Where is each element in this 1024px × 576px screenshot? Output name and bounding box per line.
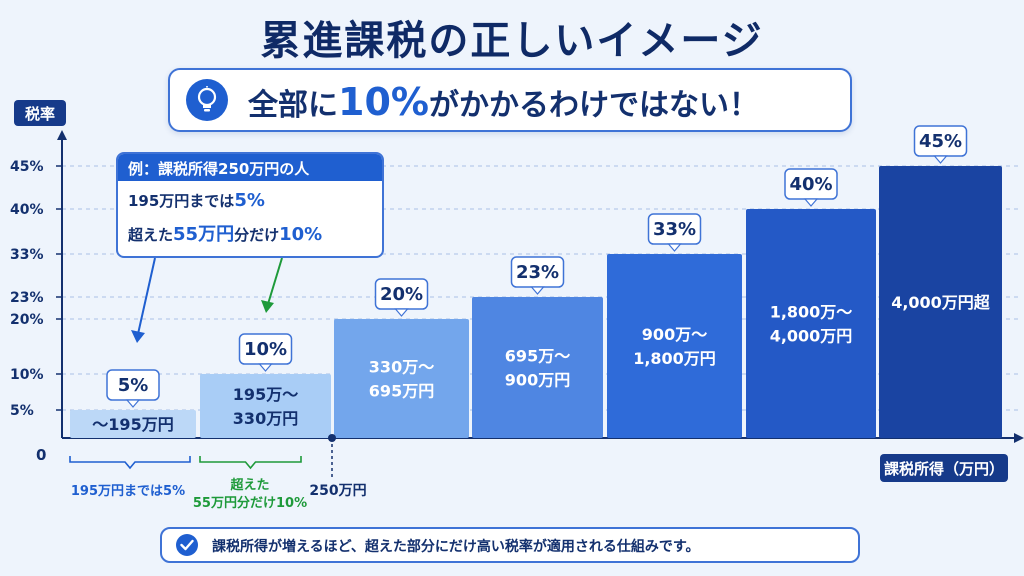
x-axis-title-box	[880, 454, 1008, 482]
bracket-label-2: 55万円分だけ10%	[193, 495, 307, 511]
value-label-pointer	[125, 399, 141, 408]
callout-arrow-green	[267, 257, 283, 305]
value-label-pointer	[667, 243, 682, 252]
bar-category-label: 330万円	[233, 409, 298, 428]
y-axis-title-box	[14, 100, 66, 126]
callout-line2-amount: 55万円	[173, 224, 235, 245]
bar-category-label: 900万円	[505, 371, 570, 390]
bar-category-label: ～195万円	[92, 415, 173, 434]
bar-category-label: 195万～	[233, 385, 298, 404]
range-bracket	[199, 456, 302, 470]
bar-category-label: 900万～	[642, 325, 707, 344]
y-tick-label: 23%	[10, 290, 44, 306]
bar-category-label: 695万～	[505, 347, 570, 366]
bar	[472, 297, 603, 438]
callout-header: 例：課税所得250万円の人	[118, 154, 382, 181]
y-tick-label: 40%	[10, 202, 44, 218]
callout-line1-prefix: 195万円までは	[128, 192, 235, 210]
banner-highlight: 10%	[338, 80, 429, 124]
bar-category-label: 4,000万円超	[891, 293, 991, 312]
bar	[200, 374, 331, 438]
key-message-banner: 全部に10%がかかるわけではない！	[168, 68, 852, 132]
bar	[70, 410, 196, 438]
value-label-pointer	[258, 363, 273, 372]
value-label: 45%	[919, 131, 962, 152]
value-label-pointer	[933, 155, 948, 164]
bar	[607, 254, 742, 438]
callout-arrowhead-green	[261, 300, 274, 313]
banner-text: 全部に10%がかかるわけではない！	[248, 80, 759, 124]
callout-line2-rate: 10%	[279, 224, 323, 245]
value-label: 20%	[380, 284, 423, 305]
footer-note: 課税所得が増えるほど、超えた部分にだけ高い税率が適用される仕組みです。	[160, 527, 860, 563]
bar-category-label: 1,800万～	[770, 303, 853, 322]
y-axis-title: 税率	[25, 105, 55, 123]
check-icon	[176, 534, 198, 556]
callout-line2-mid: 分だけ	[234, 226, 280, 244]
marker-dot	[328, 434, 336, 442]
banner-prefix: 全部に	[248, 88, 338, 123]
bar-category-label: 695万円	[369, 382, 434, 401]
x-axis-title: 課税所得（万円）	[884, 460, 1004, 478]
callout-line2-prefix: 超えた	[128, 226, 174, 244]
x-axis-arrow	[1014, 433, 1024, 443]
bar-category-label: 1,800万円	[633, 349, 716, 368]
value-label-pointer	[803, 198, 819, 207]
y-tick-label: 5%	[10, 403, 34, 419]
callout-line1-rate: 5%	[234, 190, 265, 211]
y-axis-arrow	[57, 130, 67, 140]
bar-category-label: 4,000万円	[770, 327, 853, 346]
banner-suffix: がかかるわけではない！	[428, 88, 759, 123]
value-label-pointer	[530, 286, 545, 295]
marker-label: 250万円	[309, 483, 366, 499]
value-label: 40%	[789, 174, 832, 195]
lightbulb-icon	[186, 79, 228, 121]
bracket-label-2: 超えた	[230, 477, 269, 493]
value-label: 23%	[516, 262, 559, 283]
callout-line-1: 195万円までは5%	[118, 190, 382, 211]
y-tick-label: 10%	[10, 367, 44, 383]
bar-category-label: 330万～	[369, 358, 434, 377]
value-label: 5%	[118, 375, 149, 396]
value-label: 10%	[244, 339, 287, 360]
y-tick-label: 20%	[10, 312, 44, 328]
callout-arrow-blue	[137, 257, 156, 335]
callout-arrowhead-blue	[131, 330, 145, 343]
y-tick-label: 45%	[10, 159, 44, 175]
bracket-label-1: 195万円までは5%	[71, 484, 185, 499]
callout-line-2: 超えた55万円分だけ10%	[118, 220, 382, 246]
example-callout: 例：課税所得250万円の人 195万円までは5% 超えた55万円分だけ10%	[116, 152, 384, 258]
value-label: 33%	[653, 219, 696, 240]
zero-label: 0	[36, 446, 46, 464]
range-bracket	[69, 456, 191, 470]
footer-text: 課税所得が増えるほど、超えた部分にだけ高い税率が適用される仕組みです。	[212, 539, 700, 555]
bar	[879, 166, 1002, 438]
y-tick-label: 33%	[10, 247, 44, 263]
page-title: 累進課税の正しいイメージ	[260, 18, 764, 64]
value-label-pointer	[394, 308, 409, 317]
bar	[746, 209, 876, 438]
bar	[334, 319, 469, 438]
